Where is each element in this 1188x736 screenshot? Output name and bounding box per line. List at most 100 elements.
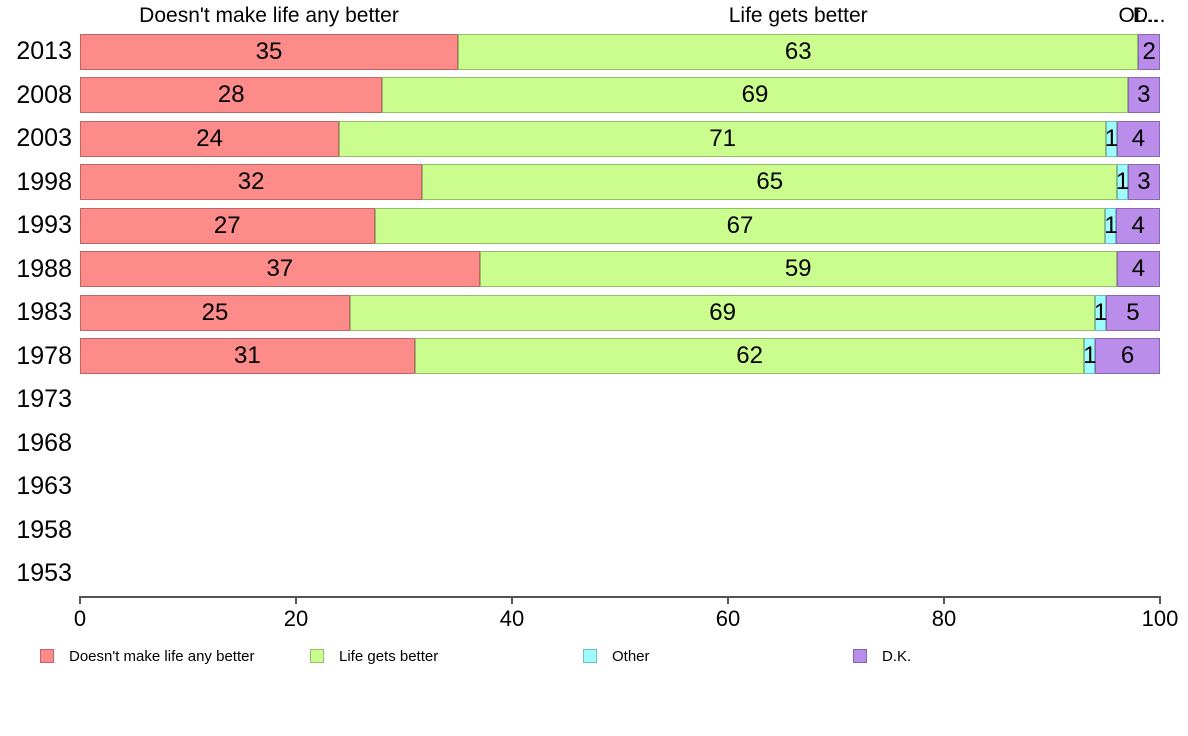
bar-segment: 28 [80,77,383,114]
bar-row: 1968 [0,422,1188,466]
x-axis-tick-mark [1159,595,1161,604]
bar-segment: 71 [339,120,1106,157]
x-axis-tick-mark [79,595,81,604]
legend-swatch [853,649,867,663]
y-axis-label: 1968 [16,428,72,457]
y-axis-label: 2003 [16,124,72,153]
bar-segment: 4 [1116,207,1160,244]
bar-track: 27 67 1 4 [80,207,1160,244]
bar-row: 2003 24 71 1 4 [0,117,1188,161]
bar-value-label: 2 [1142,37,1156,65]
y-axis-label: 1953 [16,559,72,588]
x-axis-tick-label: 20 [283,605,309,631]
bar-value-label: 69 [741,81,769,109]
bar-value-label: 3 [1137,168,1151,196]
y-axis-label: 2008 [16,80,72,109]
bar-value-label: 5 [1126,298,1140,326]
bar-value-label: 1 [1104,124,1119,152]
bar-track [80,382,1160,418]
bar-row: 1993 27 67 1 4 [0,204,1188,248]
bar-track: 28 69 3 [80,77,1160,114]
bar-segment: 37 [80,251,480,288]
bar-track [80,425,1160,461]
bar-value-label: 3 [1137,81,1151,109]
bar-row: 2008 28 69 3 [0,74,1188,118]
y-axis-label: 2013 [16,37,72,66]
bar-row: 1978 31 62 1 6 [0,335,1188,379]
bar-value-label: 1 [1083,342,1097,370]
legend-swatch [583,649,597,663]
bar-segment: 3 [1127,77,1160,114]
bar-segment: 25 [80,294,350,331]
bar-track [80,512,1160,548]
bar-value-label: 63 [784,37,812,65]
bar-segment: 62 [414,338,1085,375]
x-axis-tick-mark [727,595,729,604]
bar-track: 35 63 2 [80,33,1160,70]
x-axis-tick-mark [943,595,945,604]
bar-segment: 3 [1127,164,1160,201]
bar-track: 37 59 4 [80,251,1160,288]
legend-item[interactable]: Life gets better [310,648,438,665]
bar-value-label: 71 [709,124,736,152]
x-axis-tick-label: 60 [715,605,741,631]
bar-value-label: 27 [213,211,241,239]
bar-segment: 2 [1138,33,1160,70]
bar-segment: 65 [422,164,1118,201]
y-axis-label: 1978 [16,341,72,370]
y-axis-label: 1973 [16,385,72,414]
bar-segment: 6 [1095,338,1160,375]
column-header: Doesn't make life any better [139,4,399,27]
bar-row: 1963 [0,465,1188,509]
bar-segment: 1 [1115,164,1130,201]
bar-value-label: 24 [196,124,223,152]
x-axis-tick-label: 100 [1141,605,1179,631]
column-header: D... [1132,4,1166,27]
legend-swatch [40,649,54,663]
legend-label: D.K. [882,647,912,665]
bar-value-label: 4 [1131,124,1146,152]
bar-value-label: 59 [784,255,812,283]
bar-row: 1998 32 65 1 3 [0,161,1188,205]
bar-track [80,556,1160,592]
column-header: Ot... [1118,4,1159,27]
column-headers: Doesn't make life any better Life gets be… [80,0,1165,30]
y-axis-label: 1958 [16,515,72,544]
bar-row: 1973 [0,378,1188,422]
bar-value-label: 28 [217,81,245,109]
bar-value-label: 32 [237,168,265,196]
bar-segment: 69 [382,77,1128,114]
y-axis-label: 1993 [16,211,72,240]
bar-segment: 4 [1116,120,1160,157]
legend-item[interactable]: Other [583,648,650,665]
bar-value-label: 62 [736,342,763,370]
legend-item[interactable]: Doesn't make life any better [40,648,254,665]
y-axis-label: 1983 [16,298,72,327]
y-axis-label: 1998 [16,167,72,196]
bar-segment: 69 [350,294,1096,331]
legend-label: Other [612,647,650,665]
bar-row: 1958 [0,509,1188,553]
bar-value-label: 25 [201,298,229,326]
x-axis-tick-label: 0 [73,605,87,631]
bar-segment: 35 [80,33,458,70]
x-axis-tick-label: 80 [931,605,957,631]
x-axis-tick-mark [295,595,297,604]
bar-track: 32 65 1 3 [80,164,1160,201]
legend-item[interactable]: D.K. [853,648,911,665]
bar-track: 25 69 1 5 [80,294,1160,331]
bar-segment: 1 [1083,338,1097,375]
bar-value-label: 1 [1104,211,1118,239]
bar-value-label: 1 [1115,168,1130,196]
y-axis-label: 1988 [16,254,72,283]
bar-value-label: 35 [255,37,283,65]
bar-track: 24 71 1 4 [80,120,1160,157]
x-axis-tick-mark [511,595,513,604]
bar-value-label: 6 [1120,342,1135,370]
legend-label: Life gets better [339,647,439,665]
bar-value-label: 31 [234,342,261,370]
x-axis-tick-label: 40 [499,605,525,631]
bar-segment: 1 [1104,120,1119,157]
bar-value-label: 1 [1093,298,1108,326]
